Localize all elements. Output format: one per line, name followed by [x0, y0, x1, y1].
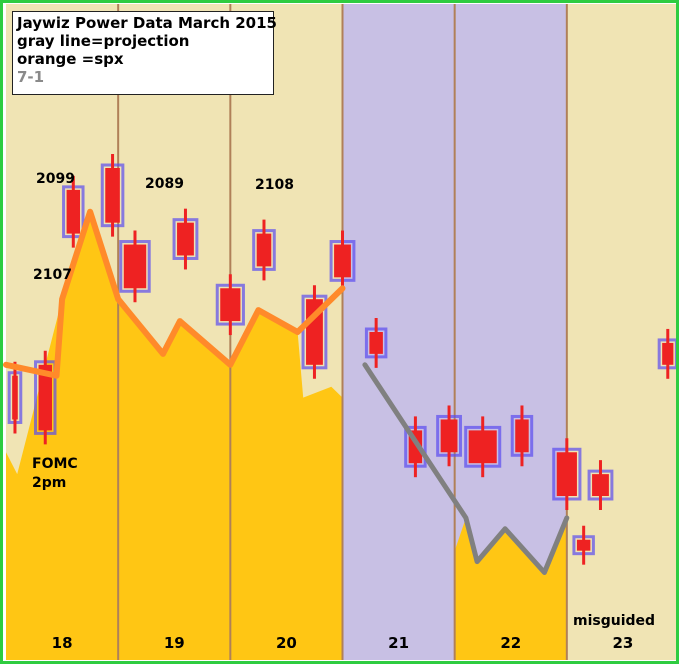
legend-note: 7-1 — [17, 68, 45, 86]
legend-spx: orange =spx — [17, 50, 124, 68]
power-area — [6, 211, 343, 660]
legend-projection: gray line=projection — [17, 32, 190, 50]
x-tick-label: 19 — [164, 634, 185, 652]
annotation-misguided: misguided — [573, 613, 656, 629]
x-tick-label: 20 — [276, 634, 297, 652]
series-projection — [362, 362, 570, 575]
chart-title: Jaywiz Power Data March 2015 — [17, 14, 277, 32]
series-spx — [3, 208, 346, 379]
annotation-fomc: FOMC — [32, 456, 78, 472]
legend-box: Jaywiz Power Data March 2015 gray line=p… — [12, 11, 277, 95]
x-tick-label: 21 — [388, 634, 409, 652]
x-tick-label: 23 — [612, 634, 633, 652]
annotation-2089: 2089 — [145, 176, 184, 192]
power-area-23 — [454, 517, 567, 660]
annotation-2099: 2099 — [36, 171, 75, 187]
annotation-fomc-time: 2pm — [32, 475, 67, 491]
annotation-2107: 2107 — [33, 267, 72, 283]
annotation-2108: 2108 — [255, 177, 294, 193]
day-band-21 — [342, 4, 455, 660]
x-tick-label: 22 — [500, 634, 521, 652]
x-tick-label: 18 — [52, 634, 73, 652]
